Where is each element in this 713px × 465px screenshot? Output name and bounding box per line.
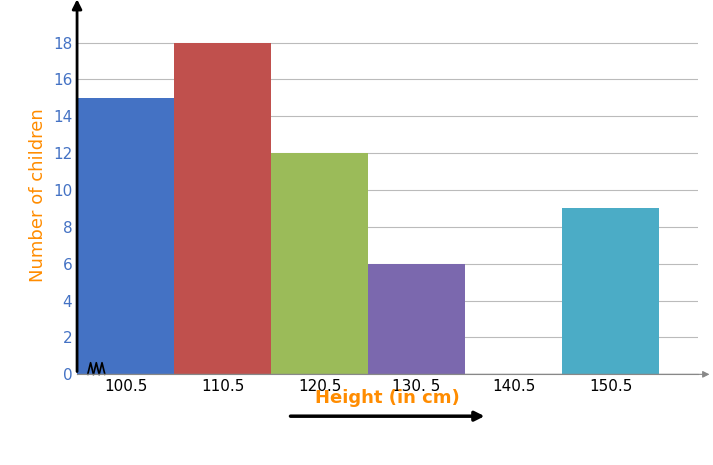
Bar [271, 153, 368, 374]
Bar [368, 264, 465, 374]
Bar [77, 98, 174, 374]
Bar [562, 208, 660, 374]
Y-axis label: Number of children: Number of children [29, 108, 47, 281]
Bar [174, 43, 271, 374]
Text: Height (in cm): Height (in cm) [315, 389, 460, 406]
